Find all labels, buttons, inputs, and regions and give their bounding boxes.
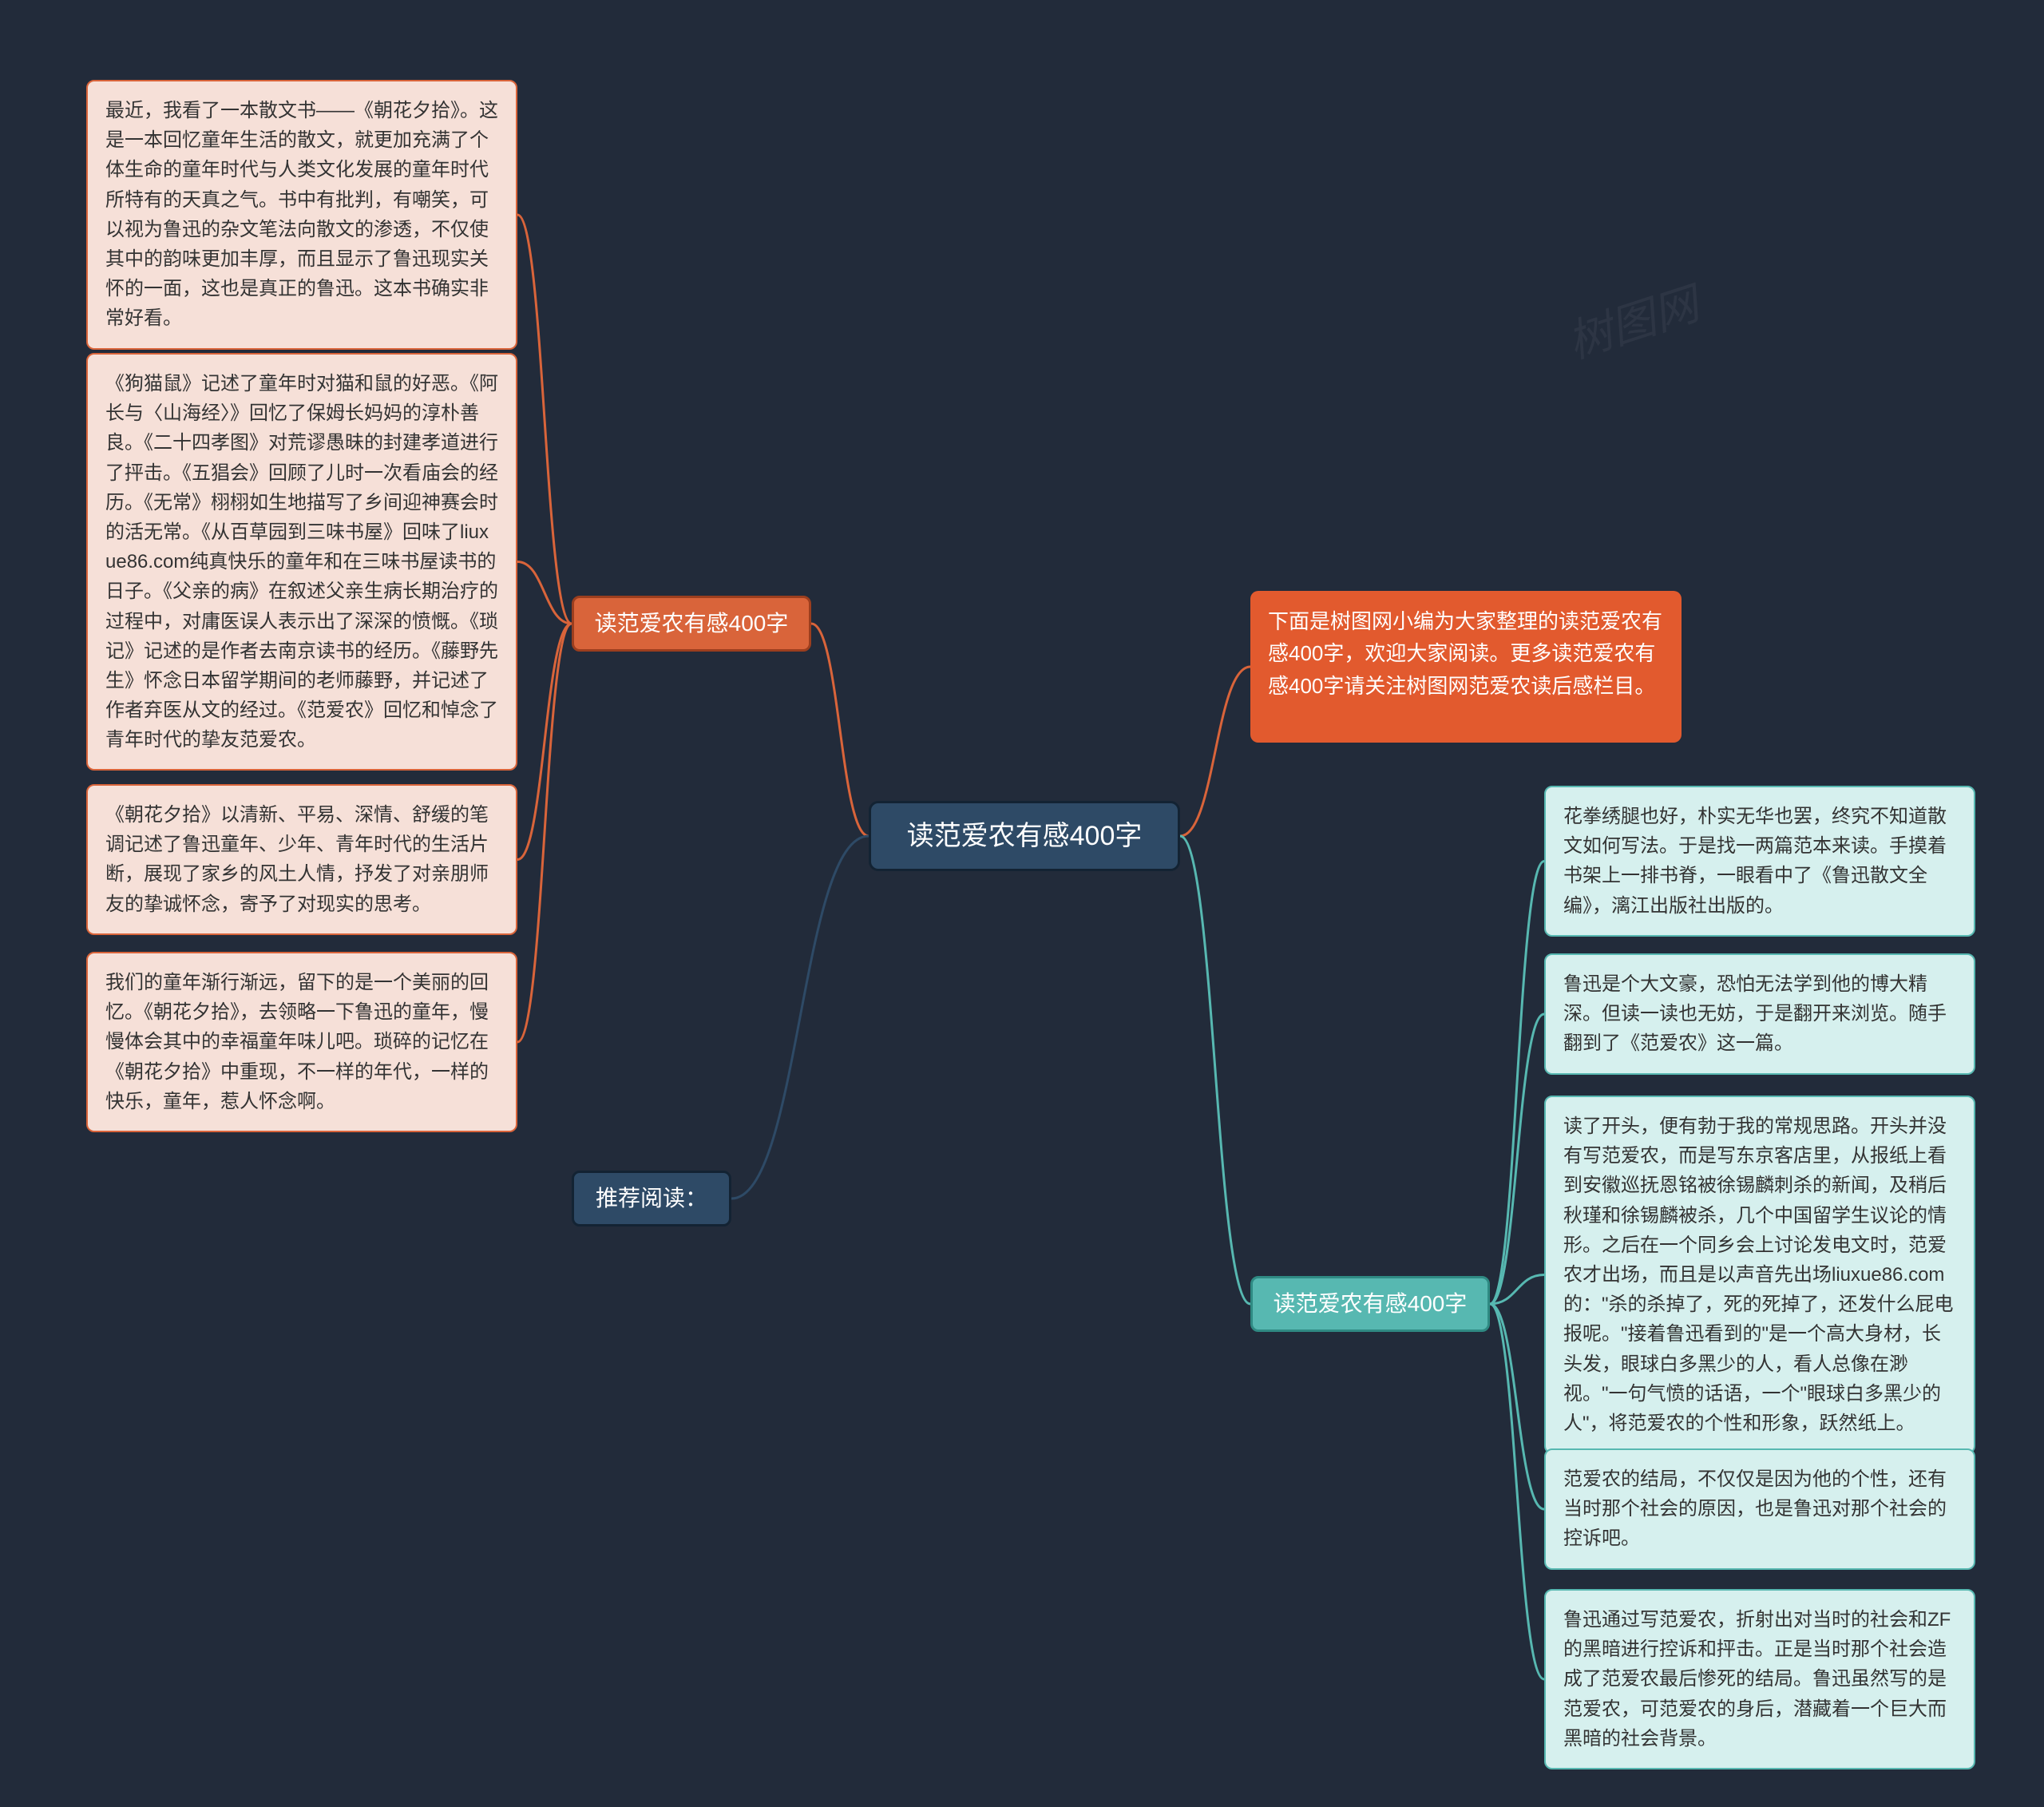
branch1-leaf: 《狗猫鼠》记述了童年时对猫和鼠的好恶。《阿长与〈山海经〉》回忆了保姆长妈妈的淳朴…: [86, 353, 517, 771]
mindmap-canvas: 树图网 树图网 读范爱农有感400字 下面是树图网小编为大家整理的读范爱农有感4…: [0, 0, 2044, 1807]
branch-node-2[interactable]: 推荐阅读：: [572, 1171, 731, 1226]
branch1-leaf: 最近，我看了一本散文书——《朝花夕拾》。这是一本回忆童年生活的散文，就更加充满了…: [86, 80, 517, 350]
watermark: 树图网: [1559, 268, 1706, 371]
branch3-leaf: 读了开头，便有勃于我的常规思路。开头并没有写范爱农，而是写东京客店里，从报纸上看…: [1544, 1096, 1975, 1454]
branch-node-1[interactable]: 读范爱农有感400字: [572, 596, 811, 652]
branch3-leaf: 鲁迅是个大文豪，恐怕无法学到他的博大精深。但读一读也无妨，于是翻开来浏览。随手翻…: [1544, 953, 1975, 1075]
branch3-leaf: 鲁迅通过写范爱农，折射出对当时的社会和ZF的黑暗进行控诉和抨击。正是当时那个社会…: [1544, 1589, 1975, 1769]
branch-node-3[interactable]: 读范爱农有感400字: [1250, 1276, 1490, 1332]
branch1-leaf: 《朝花夕拾》以清新、平易、深情、舒缓的笔调记述了鲁迅童年、少年、青年时代的生活片…: [86, 784, 517, 935]
branch3-leaf: 花拳绣腿也好，朴实无华也罢，终究不知道散文如何写法。于是找一两篇范本来读。手摸着…: [1544, 786, 1975, 937]
branch3-leaf: 范爱农的结局，不仅仅是因为他的个性，还有当时那个社会的原因，也是鲁迅对那个社会的…: [1544, 1448, 1975, 1570]
branch1-leaf: 我们的童年渐行渐远，留下的是一个美丽的回忆。《朝花夕拾》，去领略一下鲁迅的童年，…: [86, 952, 517, 1132]
intro-leaf: 下面是树图网小编为大家整理的读范爱农有感400字，欢迎大家阅读。更多读范爱农有感…: [1250, 591, 1682, 743]
center-node[interactable]: 读范爱农有感400字: [869, 801, 1180, 871]
